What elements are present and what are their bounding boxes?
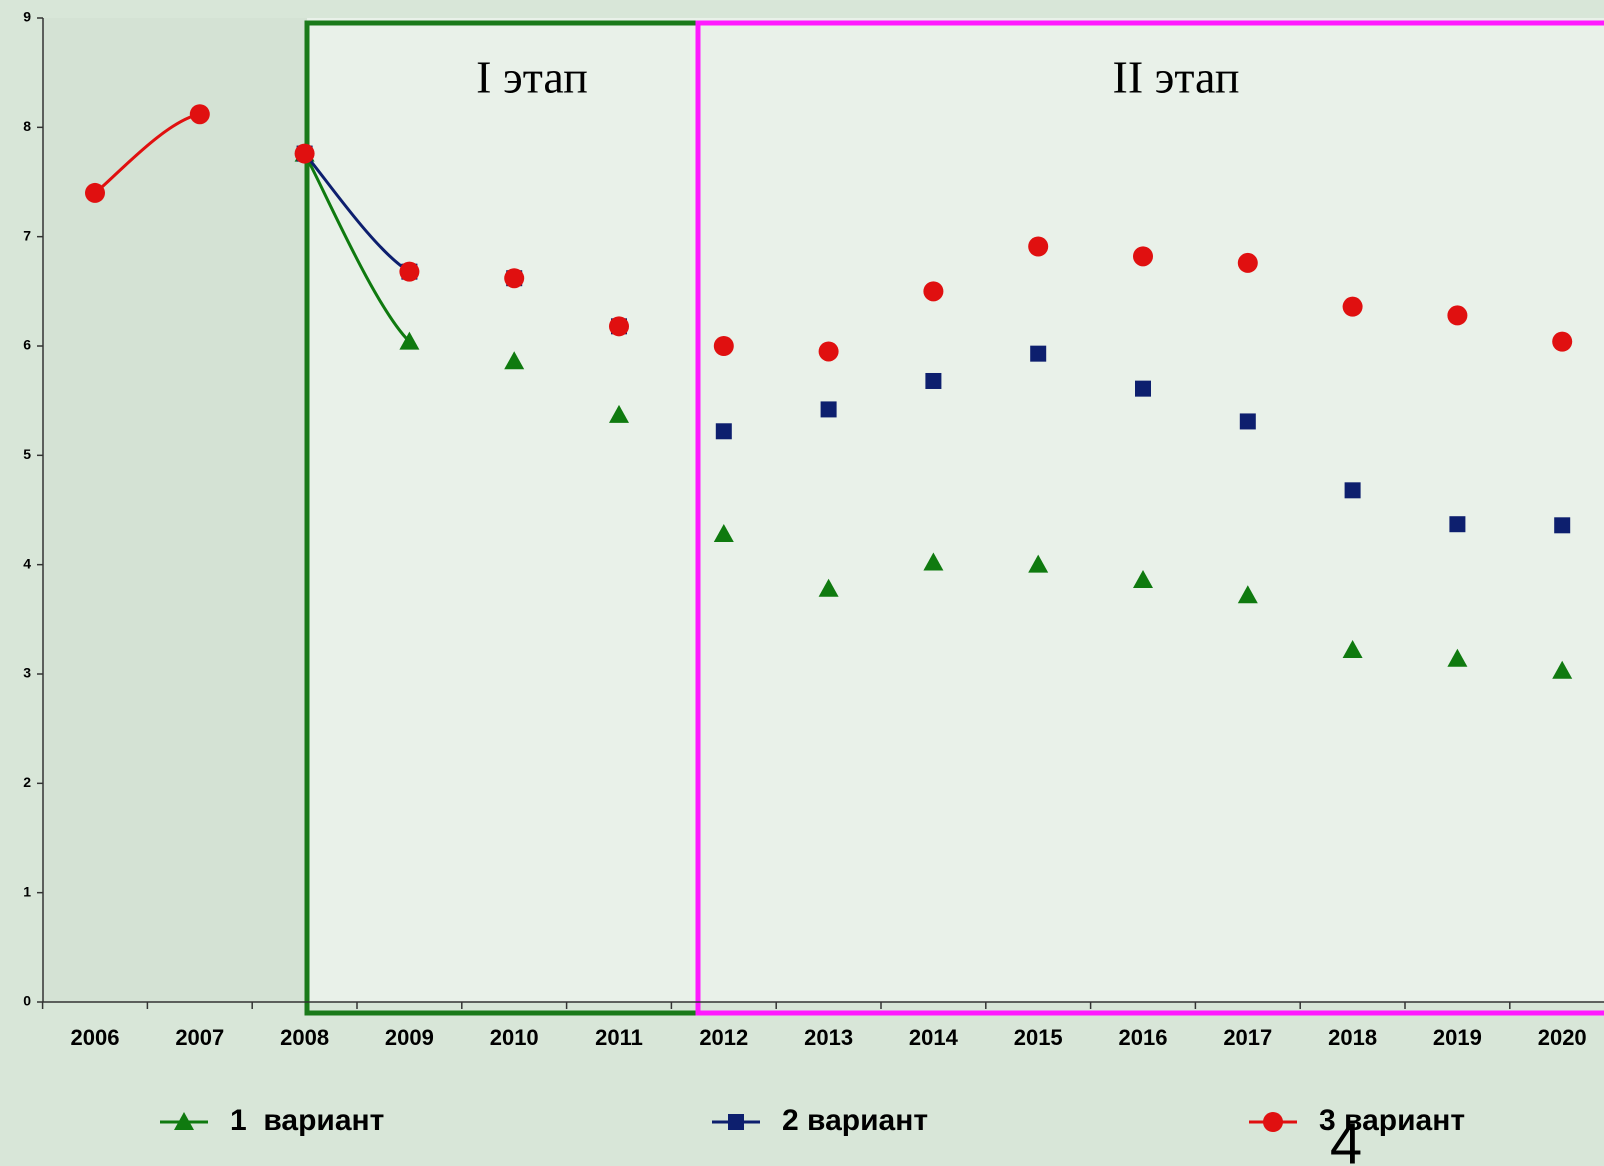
- x-tick-label: 2014: [909, 1025, 959, 1050]
- legend-marker: [174, 1112, 194, 1130]
- marker: [189, 104, 210, 125]
- legend-marker: [1263, 1112, 1283, 1132]
- x-tick-label: 2020: [1538, 1025, 1587, 1050]
- stage-area: [307, 18, 1604, 1002]
- marker: [1552, 331, 1573, 352]
- marker: [713, 336, 734, 356]
- marker: [504, 268, 525, 289]
- marker: [609, 316, 629, 337]
- stage-2-box: [695, 20, 1604, 1016]
- x-tick-label: 2015: [1014, 1025, 1063, 1050]
- marker: [1342, 296, 1363, 317]
- y-tick-label: 7: [23, 227, 31, 243]
- x-tick-label: 2008: [280, 1025, 329, 1050]
- x-tick-label: 2011: [595, 1025, 643, 1050]
- y-tick-label: 5: [23, 446, 31, 462]
- marker: [1028, 236, 1049, 257]
- marker: [1239, 413, 1256, 430]
- stage-2-label: II этап: [1113, 52, 1240, 103]
- x-tick-label: 2006: [71, 1025, 120, 1050]
- marker: [1344, 482, 1361, 499]
- marker: [1342, 639, 1363, 658]
- y-tick-label: 1: [23, 883, 31, 899]
- marker: [923, 552, 944, 571]
- x-tick-label: 2010: [490, 1025, 539, 1050]
- marker: [1554, 517, 1571, 534]
- marker: [1447, 305, 1468, 326]
- marker: [1237, 585, 1258, 604]
- marker: [1447, 648, 1468, 667]
- marker: [1449, 516, 1466, 533]
- marker: [399, 261, 420, 282]
- marker: [504, 351, 525, 370]
- marker: [715, 423, 732, 440]
- x-tick-label: 2013: [804, 1025, 853, 1050]
- page-number: 4: [1330, 1111, 1362, 1166]
- marker: [820, 401, 837, 418]
- marker: [1135, 380, 1151, 397]
- marker: [399, 331, 420, 350]
- marker: [1552, 660, 1573, 679]
- marker: [1133, 569, 1153, 588]
- marker: [1030, 345, 1047, 362]
- marker: [609, 404, 629, 423]
- x-tick-label: 2016: [1119, 1025, 1168, 1050]
- marker: [1237, 252, 1258, 273]
- marker: [713, 524, 734, 543]
- marker: [294, 143, 315, 164]
- series-line: [303, 152, 411, 273]
- y-tick-label: 3: [23, 665, 31, 681]
- y-tick-label: 9: [23, 9, 31, 25]
- marker: [925, 372, 942, 389]
- y-tick-label: 4: [23, 555, 31, 571]
- legend-marker: [728, 1114, 744, 1130]
- pre-stage-area: [43, 18, 307, 1002]
- x-tick-label: 2017: [1223, 1025, 1272, 1050]
- x-tick-label: 2019: [1433, 1025, 1482, 1050]
- y-tick-label: 2: [23, 774, 31, 790]
- marker: [818, 341, 839, 362]
- y-tick-label: 0: [23, 993, 31, 1009]
- legend-label: 3 вариант: [1319, 1104, 1465, 1137]
- x-tick-label: 2007: [175, 1025, 224, 1050]
- y-tick-label: 8: [23, 118, 31, 134]
- legend-label: 2 вариант: [782, 1104, 928, 1137]
- series-line: [303, 152, 411, 343]
- marker: [1028, 554, 1049, 573]
- legend-label: 1 вариант: [230, 1104, 384, 1137]
- x-tick-label: 2009: [385, 1025, 434, 1050]
- x-tick-label: 2018: [1328, 1025, 1377, 1050]
- marker: [85, 182, 105, 203]
- marker: [818, 578, 839, 597]
- x-tick-label: 2012: [699, 1025, 748, 1050]
- y-tick-label: 6: [23, 337, 31, 353]
- marker: [923, 281, 944, 302]
- stage-1-label: I этап: [476, 52, 588, 103]
- marker: [1133, 246, 1153, 267]
